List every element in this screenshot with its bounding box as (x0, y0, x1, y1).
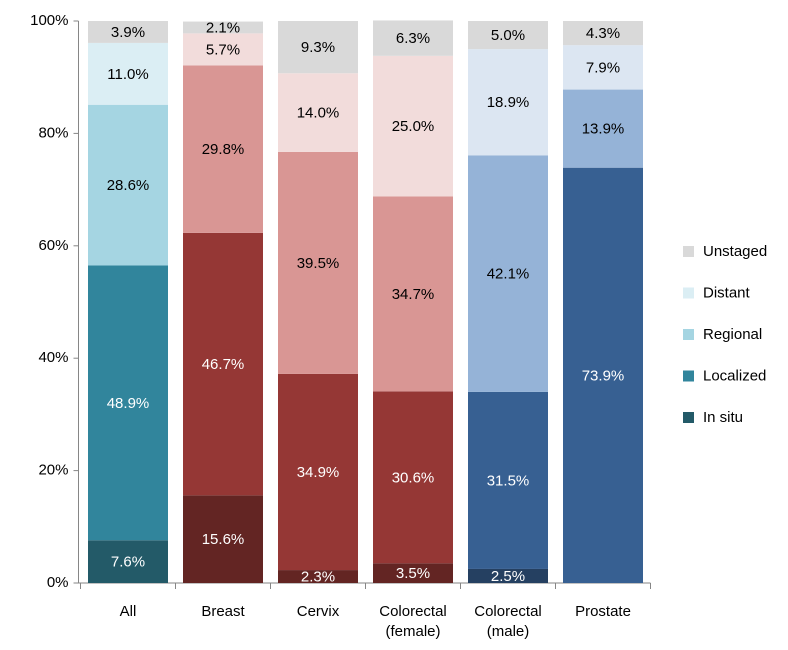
bar-segment (88, 42, 168, 105)
x-tick-label: Colorectal (female) (379, 603, 447, 640)
legend-swatch (683, 287, 694, 299)
bar-segment (88, 540, 168, 583)
bar-segment (563, 167, 643, 583)
y-tick-label: 0% (47, 574, 69, 591)
value-label: 29.8% (202, 141, 245, 158)
y-tick-label: 80% (38, 124, 68, 141)
bar-segment (88, 21, 168, 43)
value-label: 31.5% (487, 472, 530, 489)
value-label: 2.5% (491, 568, 525, 585)
bar-segment (373, 196, 453, 392)
bar-segment (278, 21, 358, 74)
bar-segment (278, 570, 358, 583)
legend-label: Distant (703, 284, 751, 301)
bar-segment (278, 73, 358, 152)
bar-segment (183, 65, 263, 233)
value-label: 14.0% (297, 105, 340, 122)
value-label: 7.6% (111, 554, 145, 571)
x-tick-label: Breast (201, 603, 245, 620)
bar-segment (183, 33, 263, 66)
value-label: 28.6% (107, 177, 150, 194)
value-label: 39.5% (297, 255, 340, 272)
bar-segment (468, 568, 548, 583)
bar-segment (563, 89, 643, 168)
bar-segment (563, 21, 643, 46)
legend-swatch (683, 412, 694, 423)
y-tick-label: 20% (38, 462, 68, 479)
bar-segment (468, 49, 548, 156)
legend-swatch (683, 329, 694, 340)
value-label: 4.3% (586, 25, 620, 42)
bar-segment (88, 104, 168, 266)
bar-segment (278, 373, 358, 571)
value-label: 34.7% (392, 286, 435, 303)
value-label: 46.7% (202, 356, 245, 373)
bar-segment (278, 151, 358, 374)
legend-label: Localized (703, 367, 766, 384)
x-tick-label: Colorectal (male) (474, 603, 542, 640)
bar-segment (373, 563, 453, 583)
value-label: 25.0% (392, 118, 435, 135)
value-label: 3.5% (396, 565, 430, 582)
x-tick-label: All (119, 603, 137, 620)
value-label: 73.9% (582, 367, 625, 384)
bar-segment (88, 265, 168, 541)
x-tick-label: Prostate (575, 603, 631, 620)
value-label: 42.1% (487, 266, 530, 283)
value-label: 2.1% (206, 19, 240, 36)
y-tick-label: 100% (30, 12, 68, 29)
value-label: 11.0% (107, 66, 148, 83)
value-label: 3.9% (111, 24, 145, 41)
bar-segment (563, 45, 643, 90)
bar-segment (373, 55, 453, 197)
bar-segment (468, 155, 548, 392)
value-label: 5.7% (206, 41, 240, 58)
bar-segment (468, 21, 548, 50)
bar-segment (468, 391, 548, 569)
value-label: 48.9% (107, 395, 150, 412)
bar-segment (183, 232, 263, 496)
y-tick-label: 40% (38, 349, 68, 366)
bar-segment (373, 391, 453, 564)
bar-segment (373, 20, 453, 56)
value-label: 18.9% (487, 94, 530, 111)
x-tick-label: Cervix (296, 603, 340, 620)
bar-segment (183, 21, 263, 34)
value-label: 13.9% (582, 121, 625, 138)
value-label: 30.6% (392, 469, 435, 486)
value-label: 5.0% (491, 27, 525, 44)
legend-label: Unstaged (703, 243, 767, 260)
value-label: 7.9% (586, 59, 620, 76)
value-label: 9.3% (301, 39, 335, 56)
legend-label: Regional (703, 326, 762, 343)
value-label: 34.9% (297, 464, 340, 481)
value-label: 6.3% (396, 30, 430, 47)
legend-swatch (683, 370, 694, 382)
legend-label: In situ (703, 409, 743, 426)
value-label: 15.6% (202, 531, 245, 548)
legend-swatch (683, 246, 694, 257)
y-tick-label: 60% (38, 237, 68, 254)
value-label: 2.3% (301, 569, 335, 586)
bar-segment (183, 495, 263, 583)
